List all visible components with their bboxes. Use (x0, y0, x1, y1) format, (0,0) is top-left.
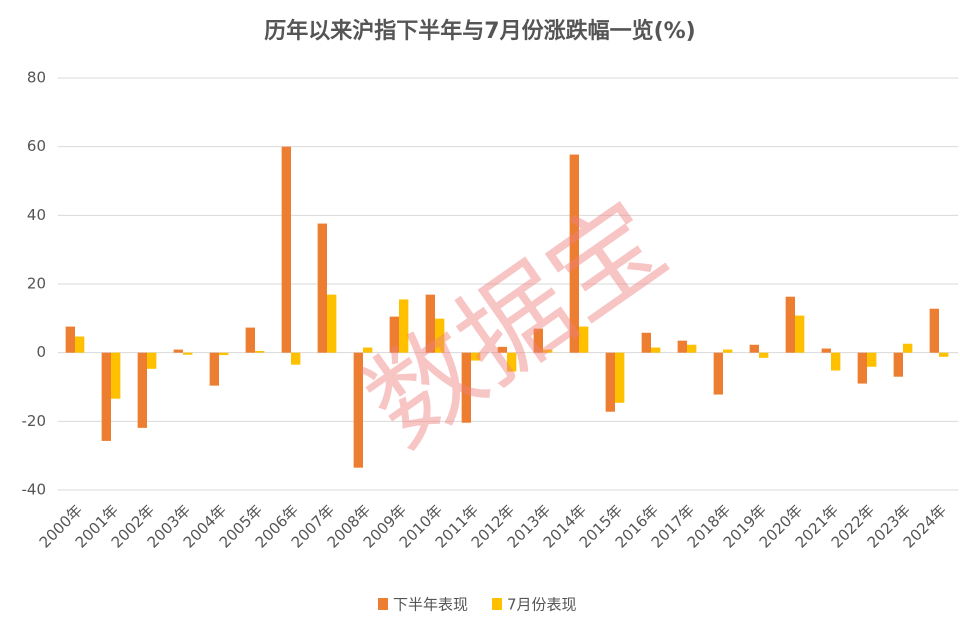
bar (749, 344, 759, 353)
bar (831, 352, 841, 371)
bar (183, 352, 193, 355)
bar (903, 343, 913, 353)
bar (137, 352, 147, 428)
bar (353, 352, 363, 468)
bar (687, 344, 697, 353)
bar (713, 352, 723, 395)
y-tick-label: 40 (27, 206, 46, 224)
legend-swatch (378, 598, 388, 610)
bar (255, 350, 265, 353)
bar (209, 352, 219, 386)
bar (605, 352, 615, 412)
bar (147, 352, 157, 369)
bar (101, 352, 111, 441)
bar (291, 352, 301, 365)
bar (219, 352, 229, 356)
bar (245, 327, 255, 353)
bar (317, 223, 327, 353)
bar (65, 326, 75, 353)
legend-swatch (492, 598, 503, 610)
bar (651, 347, 661, 353)
bar (615, 352, 625, 403)
bar (579, 326, 589, 353)
bar (389, 316, 399, 353)
bar (111, 352, 121, 399)
bar (641, 332, 651, 353)
bar (857, 352, 867, 384)
bar (795, 315, 805, 353)
bar (425, 294, 435, 353)
bar (327, 294, 337, 353)
chart-title: 历年以来沪指下半年与7月份涨跌幅一览(%) (264, 18, 695, 44)
bar (281, 146, 291, 353)
bar (507, 352, 517, 372)
y-tick-label: 80 (27, 69, 46, 87)
bar (867, 352, 877, 367)
y-tick-label: 20 (27, 275, 46, 293)
legend-label: 下半年表现 (393, 596, 468, 614)
y-tick-label: -40 (22, 481, 47, 499)
bar (939, 352, 949, 357)
bar (471, 352, 481, 361)
y-tick-label: -20 (22, 412, 47, 430)
bar (569, 154, 579, 353)
y-tick-label: 0 (36, 343, 46, 361)
bar (173, 349, 183, 353)
bar (543, 349, 553, 353)
bar (821, 348, 831, 353)
bar (75, 336, 85, 353)
bar (497, 346, 507, 353)
bar (893, 352, 903, 377)
bar (929, 308, 939, 353)
bar (759, 352, 769, 358)
bar (677, 340, 687, 353)
y-tick-label: 60 (27, 137, 46, 155)
bar (785, 296, 795, 353)
legend-label: 7月份表现 (507, 596, 577, 614)
bar (461, 352, 471, 423)
bar (435, 318, 445, 353)
bar (363, 347, 373, 353)
bar (723, 349, 733, 353)
bar (533, 328, 543, 353)
bar (399, 299, 409, 353)
